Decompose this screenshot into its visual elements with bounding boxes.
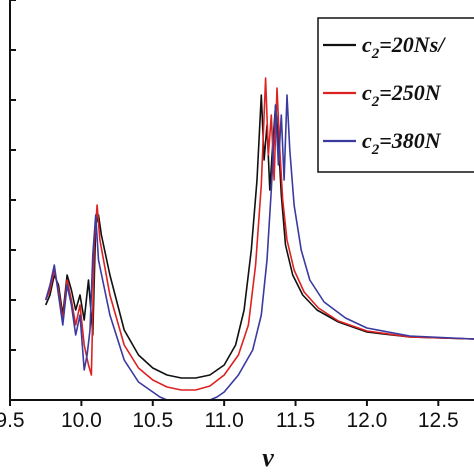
legend: c2=20Ns/c2=250N c2=380N [317, 17, 474, 173]
legend-box [317, 17, 474, 173]
x-tick-label: 9.5 [0, 409, 25, 432]
x-axis-title: v [262, 443, 274, 472]
x-tick-label: 10.0 [61, 409, 102, 432]
series-line-3 [44, 94, 474, 400]
x-tick-label: 12.5 [418, 409, 459, 432]
legend-label-2: c2=250N [362, 80, 442, 110]
legend-label-1: c2=20Ns/ [362, 32, 446, 62]
axes: 9.5 10.0 10.5 11.0 11.5 12.0 12.5 [0, 0, 474, 432]
plot-area [44, 77, 474, 400]
series-line-2 [44, 77, 474, 391]
x-tick-label: 12.0 [346, 409, 387, 432]
x-tick-label: 11.5 [276, 409, 315, 432]
legend-label-3: c2=380N [362, 128, 442, 158]
x-tick-label: 10.5 [132, 409, 173, 432]
x-tick-label: 11.0 [204, 409, 243, 432]
series-line-1 [44, 94, 474, 379]
